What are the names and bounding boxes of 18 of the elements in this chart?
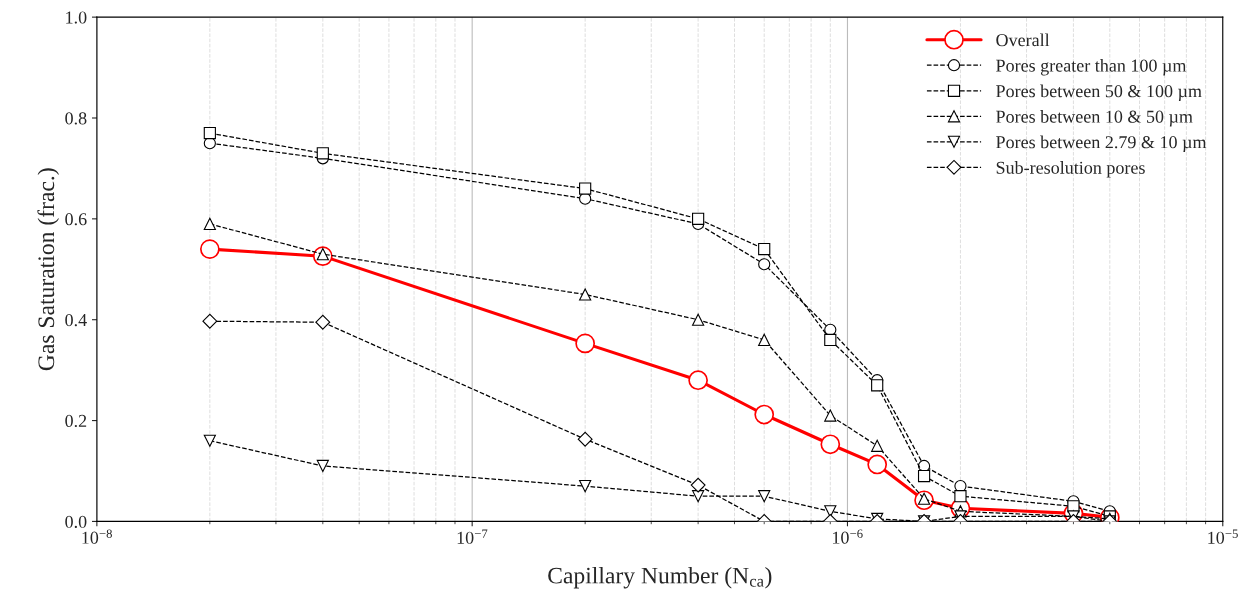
x-tick-label: 10$^{−5}$ (1208, 529, 1238, 544)
legend-label: Pores between 2.79 & 10 µm (996, 135, 1207, 152)
legend-label: Overall (996, 33, 1050, 47)
y-tick-label: 0.2 (65, 414, 87, 428)
y-tick-label: 0.0 (65, 515, 87, 528)
x-tick-label: 10$^{−7}$ (457, 529, 488, 544)
x-tick-label: 10$^{−6}$ (832, 529, 863, 544)
y-axis-title: Gas Saturation (frac.) (37, 168, 60, 371)
y-tick-label: 1.0 (66, 11, 87, 24)
y-tick-label: 0.4 (65, 313, 87, 327)
legend-label: Pores greater than 100 µm (996, 59, 1187, 76)
x-axis-title: Capillary Number (N$_{ca}$) (548, 566, 772, 589)
legend-label: Pores between 50 & 100 µm (996, 84, 1202, 101)
legend-label: Sub-resolution pores (996, 161, 1145, 178)
y-tick-label: 0.8 (65, 112, 87, 125)
x-tick-label: 10$^{−8}$ (82, 529, 112, 544)
y-tick-label: 0.6 (65, 213, 87, 226)
legend-label: Pores between 10 & 50 µm (996, 110, 1193, 127)
